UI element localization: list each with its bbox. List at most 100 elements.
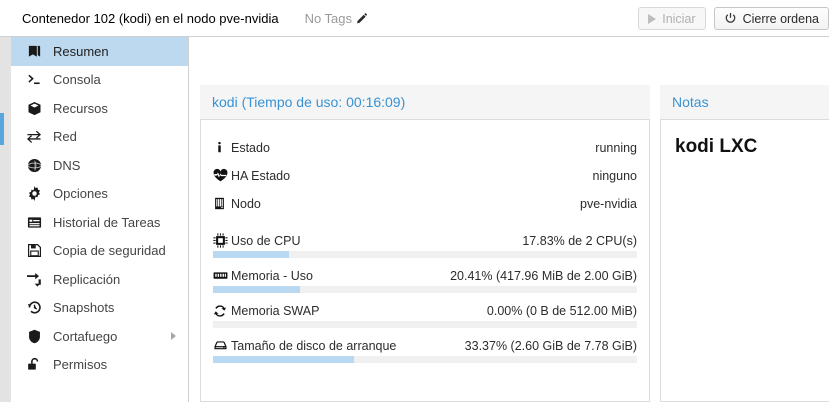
info-icon (213, 141, 231, 154)
summary-row: Estado running (213, 138, 637, 157)
sidebar-item-replicaci-n[interactable]: Replicación (11, 265, 188, 294)
page-title: Contenedor 102 (kodi) en el nodo pve-nvi… (22, 10, 279, 26)
summary-panel-title: kodi (Tiempo de uso: 00:16:09) (200, 85, 650, 120)
progress-bar (213, 251, 637, 258)
summary-meter-value: 17.83% de 2 CPU(s) (522, 233, 637, 248)
tags-group[interactable]: No Tags (305, 11, 369, 26)
sidebar-item-opciones[interactable]: Opciones (11, 180, 188, 209)
save-icon (26, 243, 42, 258)
disk-icon (213, 338, 231, 353)
unlock-icon (26, 357, 42, 372)
shield-icon (26, 329, 42, 344)
gear-icon (26, 186, 42, 202)
shutdown-button-label: Cierre ordena (742, 11, 819, 26)
notes-panel: Notas kodi LXC (660, 85, 829, 402)
summary-row-label: Nodo (231, 196, 261, 211)
pencil-icon[interactable] (356, 12, 369, 25)
tags-label: No Tags (304, 10, 353, 26)
progress-bar (213, 286, 637, 293)
sidebar-item-label: Copia de seguridad (53, 243, 166, 259)
heartbeat-icon (213, 168, 231, 183)
start-button[interactable]: Iniciar (638, 7, 706, 30)
sidebar-item-label: Recursos (53, 100, 108, 116)
sidebar-nav: Resumen Consola Recursos Red DNS Opciones Hist… (11, 37, 189, 402)
content-area: kodi (Tiempo de uso: 00:16:09) Estado run… (190, 37, 829, 402)
cube-icon (26, 101, 42, 116)
summary-row: Nodo pve-nvidia (213, 194, 637, 213)
toolbar-actions: Iniciar Cierre ordena (638, 0, 829, 37)
summary-meter-row: Tamaño de disco de arranque 33.37% (2.60 … (213, 336, 637, 363)
chevron-right-icon[interactable] (171, 332, 176, 341)
sidebar-item-resumen[interactable]: Resumen (11, 37, 188, 66)
progress-bar (213, 356, 637, 363)
sidebar-item-label: Replicación (53, 271, 121, 287)
rail-accent-marker (0, 113, 4, 145)
progress-bar (213, 321, 637, 328)
list-icon (26, 215, 42, 230)
sidebar-item-label: Snapshots (53, 300, 115, 316)
notes-panel-body[interactable]: kodi LXC (660, 120, 829, 402)
summary-row-label: Estado (231, 140, 270, 155)
progress-bar-fill (213, 356, 355, 363)
swap-icon (213, 304, 231, 318)
summary-meter-value: 33.37% (2.60 GiB de 7.78 GiB) (464, 338, 637, 353)
summary-panel: kodi (Tiempo de uso: 00:16:09) Estado run… (200, 85, 650, 402)
summary-meter-line: Tamaño de disco de arranque 33.37% (2.60 … (213, 336, 637, 355)
sidebar-item-consola[interactable]: Consola (11, 66, 188, 95)
summary-meter-value: 0.00% (0 B de 512.00 MiB) (486, 303, 637, 318)
summary-row-label: HA Estado (231, 168, 291, 183)
sidebar-item-permisos[interactable]: Permisos (11, 351, 188, 380)
shutdown-button[interactable]: Cierre ordena (713, 7, 829, 30)
sidebar-item-red[interactable]: Red (11, 123, 188, 152)
progress-bar-fill (213, 251, 289, 258)
sidebar-item-label: Opciones (53, 186, 108, 202)
power-icon (724, 12, 737, 25)
history-icon (26, 300, 42, 315)
book-icon (26, 44, 42, 59)
sidebar-item-label: Cortafuego (53, 328, 118, 344)
sidebar-item-label: Permisos (53, 357, 108, 373)
sidebar-item-label: Red (53, 129, 77, 145)
summary-meter-line: Uso de CPU 17.83% de 2 CPU(s) (213, 231, 637, 250)
summary-row-value: running (595, 140, 637, 155)
summary-meter-row: Uso de CPU 17.83% de 2 CPU(s) (213, 231, 637, 258)
summary-meter-label: Memoria SWAP (231, 303, 320, 318)
sidebar-item-label: Consola (53, 72, 101, 88)
sidebar-item-copia-de-seguridad[interactable]: Copia de seguridad (11, 237, 188, 266)
sidebar-item-historial-de-tareas[interactable]: Historial de Tareas (11, 208, 188, 237)
summary-meter-value: 20.41% (417.96 MiB de 2.00 GiB) (450, 268, 637, 283)
summary-row: HA Estado ninguno (213, 166, 637, 185)
globe-icon (26, 158, 42, 173)
summary-meter-row: Memoria - Uso 20.41% (417.96 MiB de 2.00 … (213, 266, 637, 293)
progress-bar-fill (213, 286, 300, 293)
memory-icon (213, 268, 231, 283)
summary-row-value: pve-nvidia (580, 196, 637, 211)
tree-rail (0, 37, 11, 402)
exchange-icon (26, 129, 42, 145)
play-icon (648, 13, 657, 24)
sidebar-item-dns[interactable]: DNS (11, 151, 188, 180)
sidebar-item-label: Historial de Tareas (53, 214, 161, 230)
top-toolbar: Contenedor 102 (kodi) en el nodo pve-nvi… (0, 0, 829, 37)
sidebar-item-cortafuego[interactable]: Cortafuego (11, 322, 188, 351)
cpu-icon (213, 233, 231, 248)
summary-meter-line: Memoria - Uso 20.41% (417.96 MiB de 2.00 … (213, 266, 637, 285)
sidebar-item-label: Resumen (53, 43, 109, 59)
summary-meter-row: Memoria SWAP 0.00% (0 B de 512.00 MiB) (213, 301, 637, 328)
summary-meter-label: Memoria - Uso (231, 268, 313, 283)
replicate-icon (26, 271, 42, 287)
server-icon (213, 197, 231, 210)
summary-meter-line: Memoria SWAP 0.00% (0 B de 512.00 MiB) (213, 301, 637, 320)
notes-panel-title: Notas (660, 85, 829, 120)
summary-meter-label: Tamaño de disco de arranque (231, 338, 397, 353)
summary-meter-label: Uso de CPU (231, 233, 301, 248)
notes-content: kodi LXC (675, 136, 758, 157)
summary-panel-body: Estado running HA Estado ninguno Nodo pve-nvi… (200, 120, 650, 402)
terminal-icon (26, 72, 42, 87)
start-button-label: Iniciar (662, 11, 696, 26)
summary-row-value: ninguno (592, 168, 638, 183)
sidebar-item-snapshots[interactable]: Snapshots (11, 294, 188, 323)
sidebar-item-label: DNS (53, 157, 81, 173)
sidebar-item-recursos[interactable]: Recursos (11, 94, 188, 123)
